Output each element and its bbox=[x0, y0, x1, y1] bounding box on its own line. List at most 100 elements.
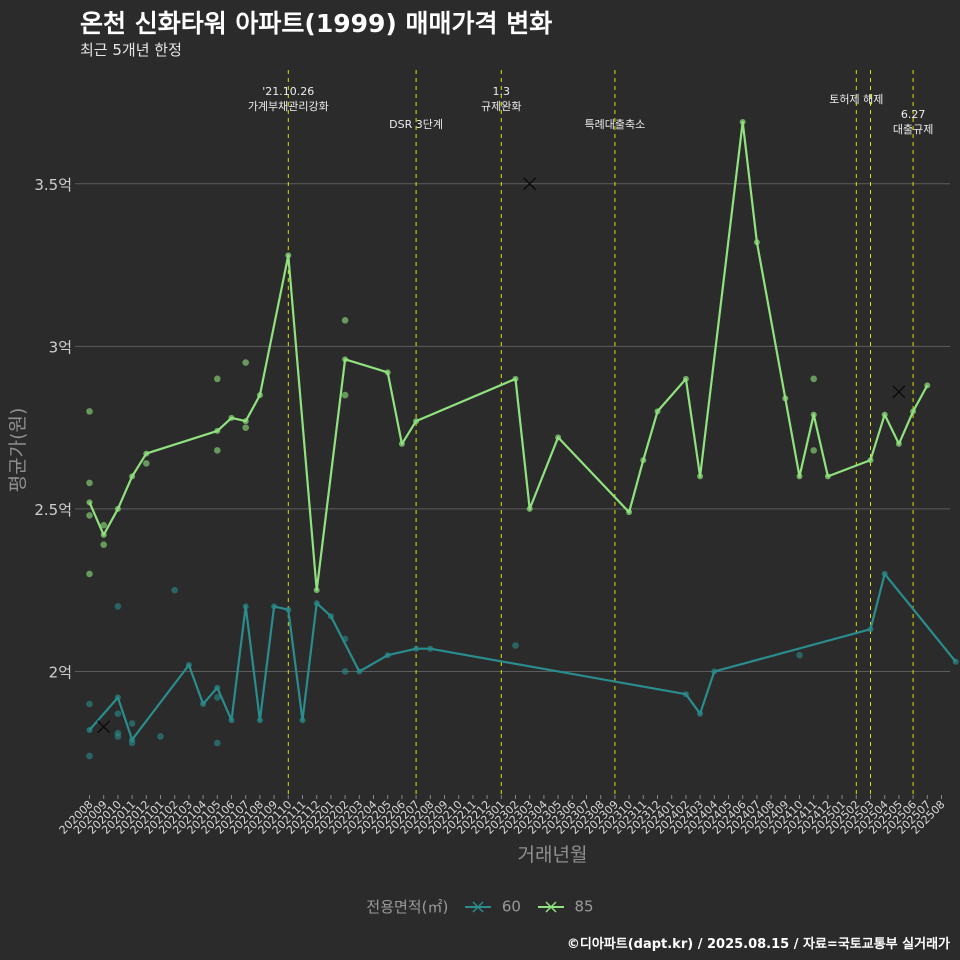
line-point-85 bbox=[86, 499, 93, 506]
line-point-85 bbox=[285, 252, 292, 259]
scatter-point-60 bbox=[86, 700, 93, 708]
scatter-point-85 bbox=[214, 375, 221, 383]
scatter-point-60 bbox=[512, 642, 519, 649]
line-point-85 bbox=[384, 369, 391, 376]
line-point-60 bbox=[413, 645, 420, 652]
scatter-point-85 bbox=[810, 447, 817, 454]
line-point-60 bbox=[185, 661, 192, 668]
scatter-point-60 bbox=[114, 603, 122, 610]
scatter-point-85 bbox=[100, 541, 107, 548]
line-point-85 bbox=[342, 356, 349, 363]
legend: 전용면적(㎡) 60 85 bbox=[0, 896, 960, 917]
line-point-85 bbox=[739, 119, 746, 126]
scatter-point-85 bbox=[143, 460, 150, 467]
scatter-point-85 bbox=[214, 447, 221, 454]
line-point-85 bbox=[796, 473, 803, 480]
scatter-point-60 bbox=[114, 733, 122, 740]
line-point-85 bbox=[881, 411, 888, 418]
line-point-85 bbox=[114, 505, 121, 512]
line-point-85 bbox=[824, 473, 831, 480]
line-point-85 bbox=[129, 473, 136, 480]
event-label: 특례대출축소 bbox=[585, 118, 646, 131]
event-label: 1.3 bbox=[493, 85, 511, 98]
scatter-point-85 bbox=[86, 570, 93, 578]
scatter-point-85 bbox=[86, 408, 93, 415]
scatter-point-85 bbox=[86, 479, 93, 487]
line-point-60 bbox=[697, 710, 704, 717]
scatter-point-60 bbox=[86, 752, 93, 760]
line-point-85 bbox=[398, 440, 405, 447]
legend-key-60 bbox=[465, 900, 492, 913]
scatter-point-60 bbox=[114, 710, 122, 718]
scatter-point-85 bbox=[810, 375, 817, 383]
line-point-60 bbox=[200, 700, 207, 707]
y-axis-title: 평균가(원) bbox=[7, 408, 29, 493]
scatter-point-60 bbox=[796, 651, 803, 659]
cross-marker-60 bbox=[97, 720, 111, 734]
line-point-60 bbox=[256, 717, 263, 724]
event-label: 6.27 bbox=[901, 108, 926, 121]
legend-label-85: 85 bbox=[574, 897, 594, 916]
series-line-60 bbox=[88, 572, 957, 741]
line-point-85 bbox=[640, 457, 647, 464]
scatter-point-60 bbox=[171, 586, 178, 594]
line-point-85 bbox=[924, 382, 931, 389]
line-point-85 bbox=[214, 427, 221, 434]
line-point-85 bbox=[242, 418, 249, 425]
cross-marker-85 bbox=[523, 177, 537, 191]
legend-title: 전용면적(㎡) bbox=[366, 898, 449, 916]
scatter-point-85 bbox=[242, 359, 249, 366]
scatter-point-60 bbox=[157, 733, 164, 740]
legend-label-60: 60 bbox=[501, 897, 521, 916]
line-point-85 bbox=[697, 473, 704, 480]
cross-marker-85 bbox=[892, 385, 906, 399]
y-tick-label: 3.5억 bbox=[34, 176, 72, 194]
line-point-60 bbox=[313, 600, 320, 607]
y-tick-label: 2.5억 bbox=[34, 501, 72, 519]
line-point-60 bbox=[214, 684, 221, 691]
line-point-60 bbox=[327, 613, 334, 620]
line-point-60 bbox=[881, 570, 888, 577]
line-point-60 bbox=[384, 652, 391, 659]
line-point-85 bbox=[143, 450, 150, 457]
line-point-60 bbox=[682, 691, 689, 698]
line-point-85 bbox=[228, 414, 235, 421]
event-label: 가계부채관리강화 bbox=[248, 100, 329, 113]
line-point-60 bbox=[129, 736, 136, 743]
y-tick-label: 2억 bbox=[49, 663, 72, 681]
line-point-60 bbox=[427, 645, 434, 652]
line-point-85 bbox=[555, 434, 562, 441]
line-point-85 bbox=[782, 395, 789, 402]
line-point-60 bbox=[285, 606, 292, 613]
line-point-60 bbox=[711, 668, 718, 675]
line-point-60 bbox=[86, 726, 93, 733]
line-point-60 bbox=[271, 603, 278, 610]
event-label: 대출규제 bbox=[893, 123, 933, 136]
scatter-point-85 bbox=[100, 521, 107, 529]
scatter-point-60 bbox=[341, 668, 349, 675]
line-point-85 bbox=[867, 457, 874, 464]
chart-subtitle: 최근 5개년 한정 bbox=[80, 41, 182, 59]
line-point-85 bbox=[256, 392, 263, 399]
scatter-point-85 bbox=[341, 391, 349, 399]
scatter-point-60 bbox=[128, 720, 136, 727]
line-point-85 bbox=[753, 239, 760, 246]
event-label: 규제완화 bbox=[481, 100, 521, 113]
line-point-85 bbox=[682, 375, 689, 382]
scatter-point-85 bbox=[86, 512, 93, 519]
line-point-85 bbox=[895, 440, 902, 447]
scatter-point-85 bbox=[242, 424, 249, 431]
line-point-60 bbox=[952, 658, 959, 665]
line-point-85 bbox=[810, 411, 817, 418]
line-point-60 bbox=[299, 717, 306, 724]
line-point-85 bbox=[413, 418, 420, 425]
line-point-85 bbox=[100, 531, 107, 538]
line-point-85 bbox=[526, 505, 533, 512]
source-caption: ©디아파트(dapt.kr) / 2025.08.15 / 자료=국토교통부 실… bbox=[566, 937, 950, 952]
line-point-85 bbox=[910, 408, 917, 415]
event-label: '21.10.26 bbox=[262, 85, 314, 98]
scatter-point-60 bbox=[214, 694, 221, 701]
event-label: 토허제 해제 bbox=[829, 92, 883, 106]
legend-key-85 bbox=[537, 900, 564, 913]
